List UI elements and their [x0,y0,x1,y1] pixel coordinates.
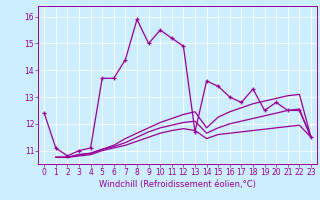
X-axis label: Windchill (Refroidissement éolien,°C): Windchill (Refroidissement éolien,°C) [99,180,256,189]
